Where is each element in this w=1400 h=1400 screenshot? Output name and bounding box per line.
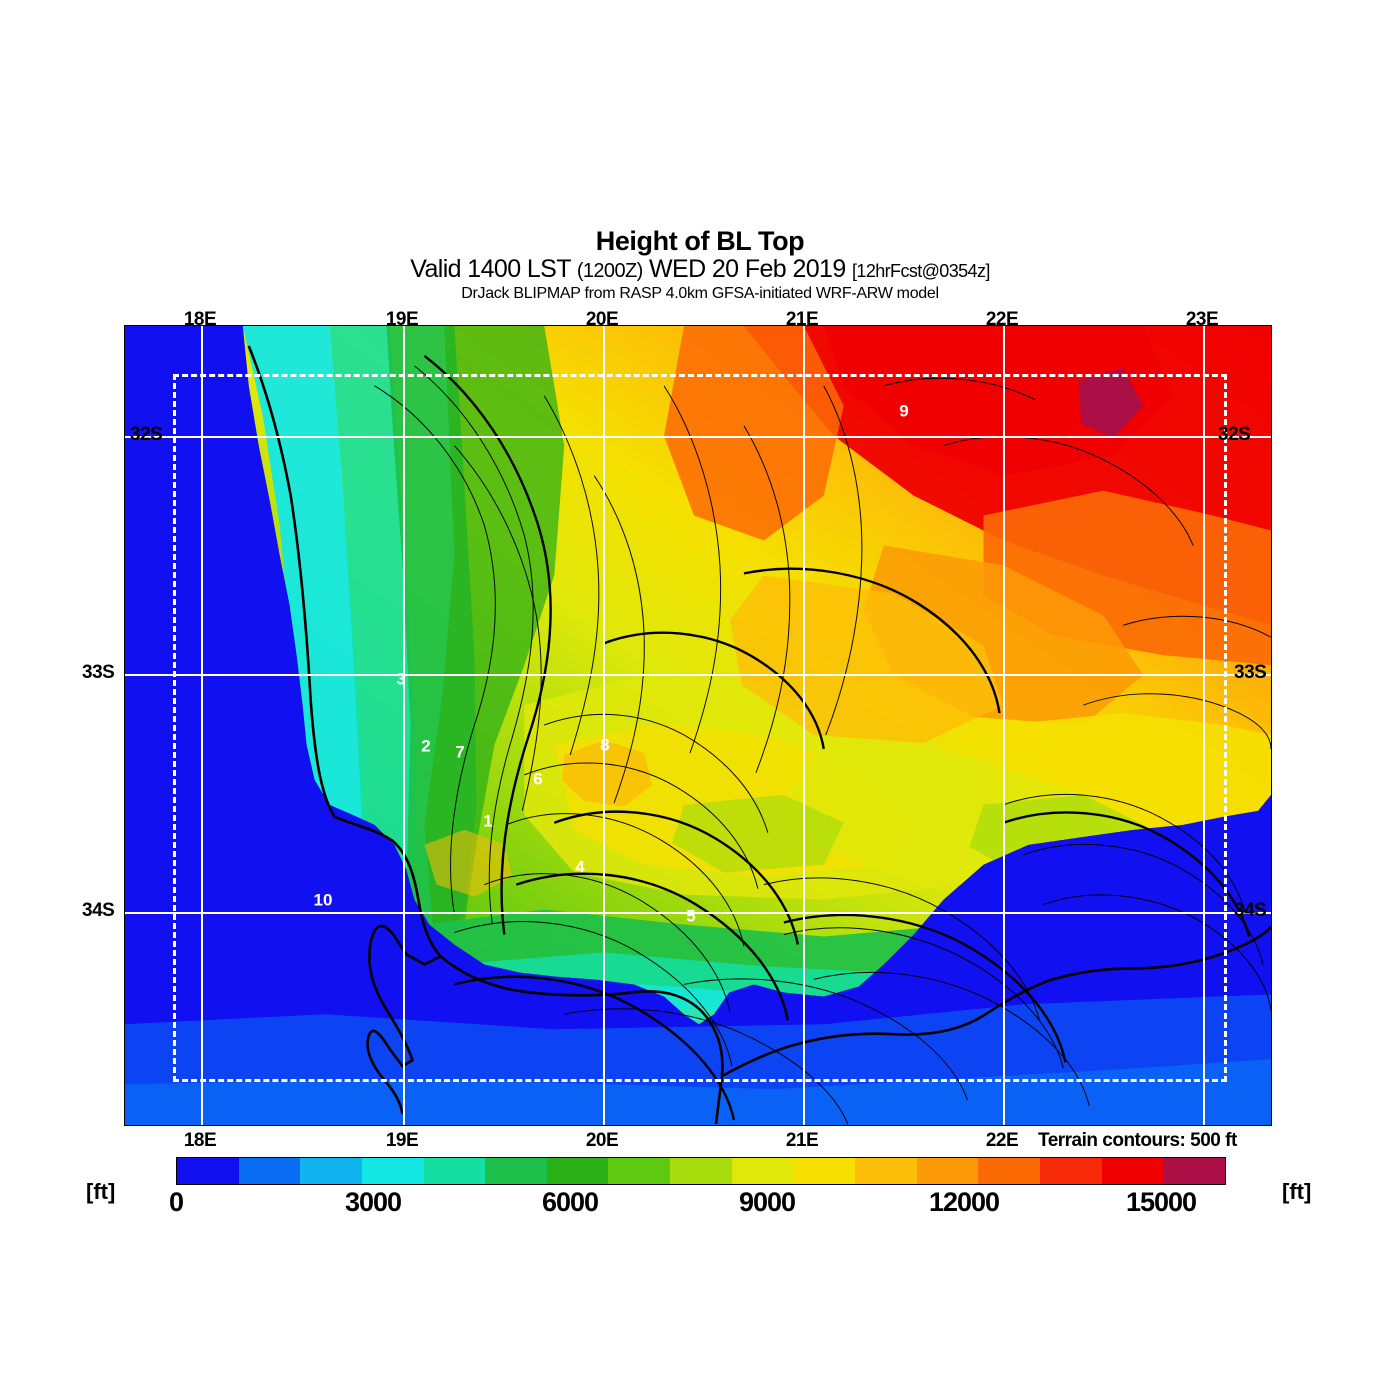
lon-label-bottom-22E: 22E <box>985 1130 1019 1151</box>
station-marker[interactable]: 5 <box>686 906 696 926</box>
chart-title: Height of BL Top <box>595 226 805 256</box>
gridline-lon-20E <box>603 326 605 1125</box>
gridline-lon-23E <box>1203 326 1205 1125</box>
colorbar-swatch <box>916 1158 979 1184</box>
lat-label-right-32S: 32S <box>1218 424 1251 445</box>
colorbar-swatch <box>361 1158 424 1184</box>
colorbar-tick-9000: 9000 <box>738 1187 796 1217</box>
forecast-tag: [12hrFcst@0354z] <box>852 261 990 281</box>
lon-label-bottom-21E: 21E <box>785 1130 819 1151</box>
title-block: Height of BL Top Valid 1400 LST (1200Z) … <box>0 228 1400 305</box>
colorbar-swatch <box>238 1158 301 1184</box>
gridline-lon-21E <box>803 326 805 1125</box>
valid-date: WED 20 Feb 2019 <box>642 255 853 283</box>
colorbar-swatch <box>731 1158 794 1184</box>
station-marker[interactable]: 7 <box>455 742 465 762</box>
station-marker[interactable]: 1 <box>483 811 493 831</box>
gridline-lon-18E <box>201 326 203 1125</box>
valid-time-utc: (1200Z) <box>576 260 643 282</box>
lon-label-bottom-20E: 20E <box>585 1130 619 1151</box>
colorbar-swatch <box>546 1158 609 1184</box>
colorbar-swatch <box>300 1158 362 1184</box>
colorbar-region: [ft] [ft] 0 3000 6000 9000 12000 15000 <box>0 1157 1400 1247</box>
lat-label-right-34S: 34S <box>1234 900 1267 921</box>
lon-label-top-19E: 19E <box>385 309 419 330</box>
valid-time-prefix: Valid 1400 LST <box>410 255 577 283</box>
colorbar-tick-3000: 3000 <box>344 1187 402 1217</box>
forecast-map[interactable]: 1 2 3 4 5 6 7 8 9 10 <box>124 325 1272 1126</box>
colorbar-swatch <box>978 1158 1040 1184</box>
station-marker[interactable]: 9 <box>899 401 909 421</box>
station-marker[interactable]: 6 <box>533 769 543 789</box>
colorbar-swatch <box>855 1158 917 1184</box>
model-domain-boundary <box>173 374 1227 1082</box>
colorbar-swatch <box>608 1158 671 1184</box>
lat-label-left-33S: 33S <box>82 662 115 683</box>
station-marker[interactable]: 8 <box>600 735 610 755</box>
colorbar-unit-right: [ft] <box>1282 1179 1312 1204</box>
lat-label-left-34S: 34S <box>82 900 115 921</box>
station-marker[interactable]: 2 <box>421 736 431 756</box>
colorbar-swatch <box>1039 1158 1102 1184</box>
lon-label-top-18E: 18E <box>183 309 217 330</box>
colorbar-tick-15000: 15000 <box>1125 1187 1197 1217</box>
colorbar-swatch <box>423 1158 486 1184</box>
lon-label-top-22E: 22E <box>985 309 1019 330</box>
lat-label-left-32S: 32S <box>130 424 163 445</box>
colorbar-tick-12000: 12000 <box>928 1187 1000 1217</box>
colorbar-tick-0: 0 <box>168 1187 184 1217</box>
colorbar-swatch <box>177 1158 239 1184</box>
colorbar-swatch <box>1101 1158 1164 1184</box>
colorbar-swatch <box>485 1158 547 1184</box>
gridline-lon-19E <box>403 326 405 1125</box>
colorbar-swatch <box>1163 1158 1225 1184</box>
colorbar-swatch <box>793 1158 856 1184</box>
terrain-contour-note: Terrain contours: 500 ft <box>1038 1130 1237 1151</box>
colorbar[interactable] <box>176 1157 1226 1185</box>
station-marker[interactable]: 3 <box>396 669 406 689</box>
lon-label-top-21E: 21E <box>785 309 819 330</box>
lon-label-bottom-18E: 18E <box>183 1130 217 1151</box>
colorbar-tick-6000: 6000 <box>541 1187 599 1217</box>
chart-subtitle: DrJack BLIPMAP from RASP 4.0km GFSA-init… <box>461 285 939 302</box>
lon-label-top-23E: 23E <box>1185 309 1219 330</box>
gridline-lat-32S <box>125 436 1271 438</box>
colorbar-swatch <box>670 1158 732 1184</box>
gridline-lat-33S <box>125 674 1271 676</box>
map-raster <box>125 326 1271 1125</box>
map-field-svg <box>125 326 1271 1125</box>
station-marker[interactable]: 4 <box>575 857 585 877</box>
gridline-lat-34S <box>125 912 1271 914</box>
station-marker[interactable]: 10 <box>313 890 333 910</box>
gridline-lon-22E <box>1003 326 1005 1125</box>
lon-label-bottom-19E: 19E <box>385 1130 419 1151</box>
lon-label-top-20E: 20E <box>585 309 619 330</box>
colorbar-unit-left: [ft] <box>86 1179 116 1204</box>
lat-label-right-33S: 33S <box>1234 662 1267 683</box>
valid-time-line: Valid 1400 LST (1200Z) WED 20 Feb 2019 [… <box>0 255 1400 283</box>
